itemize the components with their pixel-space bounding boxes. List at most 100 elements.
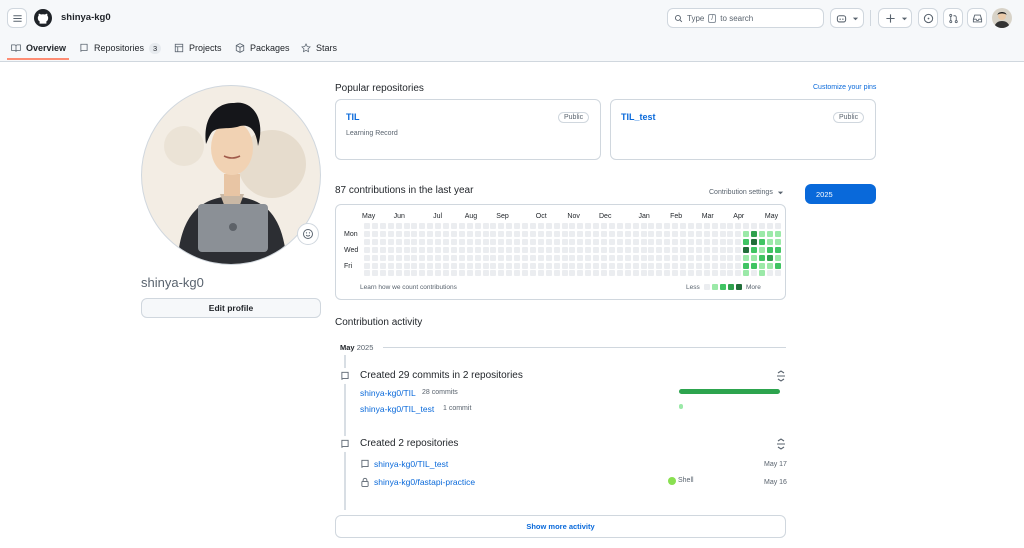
contribution-day[interactable]: [648, 254, 655, 261]
contribution-day[interactable]: [466, 246, 473, 253]
contribution-day[interactable]: [482, 238, 489, 245]
contribution-day[interactable]: [774, 246, 781, 253]
contribution-day[interactable]: [474, 230, 481, 237]
contribution-day[interactable]: [680, 254, 686, 261]
contribution-day[interactable]: [379, 262, 386, 269]
contribution-day[interactable]: [664, 246, 671, 253]
tab-stars[interactable]: Stars: [301, 36, 337, 60]
contribution-day[interactable]: [608, 262, 615, 269]
contribution-day[interactable]: [466, 223, 473, 229]
contribution-day[interactable]: [585, 230, 592, 237]
commit-repo-link[interactable]: shinya-kg0/TIL: [360, 388, 416, 398]
user-avatar-button[interactable]: [992, 8, 1012, 28]
contribution-day[interactable]: [490, 254, 497, 261]
contribution-day[interactable]: [640, 238, 647, 245]
contribution-day[interactable]: [711, 254, 718, 261]
contribution-day[interactable]: [379, 270, 386, 277]
contribution-day[interactable]: [450, 246, 457, 253]
contribution-day[interactable]: [529, 230, 536, 237]
contribution-day[interactable]: [427, 262, 434, 269]
contribution-day[interactable]: [774, 270, 781, 277]
contribution-day[interactable]: [379, 230, 386, 237]
contribution-day[interactable]: [490, 230, 497, 237]
contribution-day[interactable]: [529, 262, 536, 269]
contribution-day[interactable]: [387, 223, 394, 229]
contribution-day[interactable]: [395, 230, 402, 237]
contribution-day[interactable]: [514, 262, 521, 269]
contribution-day[interactable]: [616, 254, 623, 261]
contribution-day[interactable]: [759, 238, 765, 245]
contribution-day[interactable]: [759, 262, 765, 269]
contribution-day[interactable]: [632, 254, 639, 261]
issues-button[interactable]: [918, 8, 938, 28]
contribution-day[interactable]: [735, 254, 742, 261]
contribution-day[interactable]: [371, 262, 378, 269]
contribution-day[interactable]: [474, 270, 481, 277]
contribution-day[interactable]: [498, 223, 505, 229]
contribution-day[interactable]: [703, 254, 710, 261]
contribution-day[interactable]: [387, 238, 394, 245]
contribution-day[interactable]: [450, 230, 457, 237]
contribution-day[interactable]: [364, 254, 370, 261]
contribution-day[interactable]: [569, 230, 576, 237]
contribution-day[interactable]: [751, 230, 758, 237]
contribution-day[interactable]: [735, 246, 742, 253]
contribution-day[interactable]: [529, 254, 536, 261]
contribution-day[interactable]: [458, 262, 465, 269]
contribution-day[interactable]: [632, 230, 639, 237]
contribution-day[interactable]: [458, 270, 465, 277]
contribution-day[interactable]: [522, 262, 528, 269]
contribution-day[interactable]: [403, 230, 410, 237]
contribution-day[interactable]: [774, 230, 781, 237]
contribution-day[interactable]: [522, 223, 528, 229]
contribution-day[interactable]: [766, 230, 773, 237]
contribution-day[interactable]: [719, 238, 726, 245]
contribution-day[interactable]: [727, 230, 734, 237]
contribution-day[interactable]: [672, 223, 679, 229]
contribution-day[interactable]: [411, 270, 418, 277]
contribution-day[interactable]: [766, 270, 773, 277]
contribution-day[interactable]: [490, 270, 497, 277]
contribution-day[interactable]: [553, 223, 560, 229]
contribution-day[interactable]: [759, 246, 765, 253]
contribution-day[interactable]: [435, 238, 442, 245]
contribution-day[interactable]: [593, 254, 600, 261]
contribution-day[interactable]: [561, 262, 568, 269]
contribution-day[interactable]: [648, 238, 655, 245]
contribution-day[interactable]: [743, 223, 750, 229]
contribution-day[interactable]: [577, 254, 584, 261]
contribution-day[interactable]: [435, 270, 442, 277]
contribution-day[interactable]: [703, 246, 710, 253]
contribution-day[interactable]: [735, 262, 742, 269]
contribution-day[interactable]: [482, 254, 489, 261]
contribution-day[interactable]: [395, 223, 402, 229]
contribution-day[interactable]: [419, 254, 426, 261]
contribution-day[interactable]: [443, 270, 449, 277]
contribution-day[interactable]: [419, 262, 426, 269]
contribution-day[interactable]: [687, 262, 694, 269]
contribution-day[interactable]: [529, 223, 536, 229]
contribution-day[interactable]: [601, 262, 607, 269]
contribution-day[interactable]: [632, 262, 639, 269]
contribution-day[interactable]: [537, 223, 544, 229]
contribution-day[interactable]: [545, 270, 552, 277]
contribution-day[interactable]: [482, 230, 489, 237]
contribution-day[interactable]: [774, 254, 781, 261]
contribution-day[interactable]: [680, 230, 686, 237]
contribution-day[interactable]: [522, 270, 528, 277]
contribution-day[interactable]: [411, 246, 418, 253]
contribution-day[interactable]: [403, 254, 410, 261]
contribution-day[interactable]: [711, 262, 718, 269]
contribution-day[interactable]: [640, 223, 647, 229]
contribution-day[interactable]: [427, 230, 434, 237]
contribution-day[interactable]: [537, 230, 544, 237]
contribution-day[interactable]: [703, 238, 710, 245]
contribution-day[interactable]: [711, 238, 718, 245]
contribution-day[interactable]: [593, 270, 600, 277]
contribution-day[interactable]: [664, 254, 671, 261]
contribution-day[interactable]: [506, 223, 513, 229]
customize-pins-link[interactable]: Customize your pins: [813, 84, 877, 91]
contribution-day[interactable]: [364, 238, 370, 245]
contribution-day[interactable]: [450, 238, 457, 245]
contribution-day[interactable]: [751, 246, 758, 253]
